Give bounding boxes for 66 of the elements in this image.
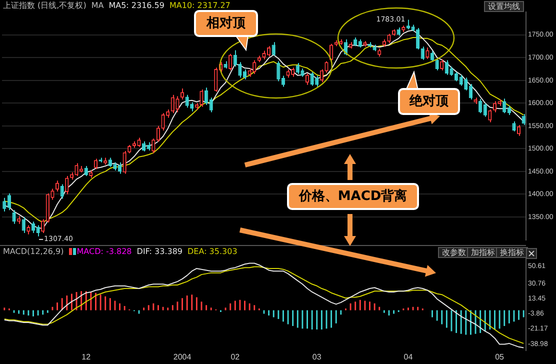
candlestick: [507, 105, 511, 116]
x-tick-label: 12: [82, 352, 92, 362]
candlestick: [478, 98, 482, 114]
chart-title: 上证指数 (日线,不复权): [3, 1, 86, 10]
x-tick-label: 05: [495, 352, 505, 362]
text: DIF: 33.389: [136, 247, 183, 256]
text: MA5: 2316.59: [108, 1, 164, 10]
candlestick: [228, 53, 232, 71]
candlestick: [65, 176, 69, 195]
candlestick: [60, 184, 64, 200]
candlestick: [185, 94, 189, 108]
text: 改参数: [438, 247, 470, 258]
candlestick: [492, 100, 497, 113]
candlestick: [512, 120, 516, 132]
candlestick: [233, 50, 237, 68]
chart-title: MACD(12,26,9): [3, 247, 64, 256]
candlestick: [180, 88, 184, 100]
text: 换指标: [496, 247, 528, 258]
candlestick: [176, 96, 180, 113]
candlestick: [488, 109, 492, 123]
candlestick: [22, 216, 26, 234]
candlestick: [416, 27, 420, 50]
candlestick: [108, 157, 112, 168]
candlestick: [320, 68, 324, 83]
legend-label: MACD: -3.828: [76, 247, 132, 256]
candlestick: [483, 102, 487, 118]
candlestick: [454, 72, 458, 82]
candlestick: [406, 19, 410, 30]
candlestick: [430, 50, 434, 62]
legend-title: MA: [91, 1, 104, 10]
text: 加指标: [467, 247, 499, 258]
annotation: 相对顶: [194, 10, 258, 37]
candlestick: [291, 67, 295, 78]
candlestick: [252, 60, 256, 74]
text: 设置均线: [484, 1, 524, 12]
candlestick: [12, 210, 16, 224]
candlestick: [142, 140, 146, 152]
candlestick: [190, 102, 194, 112]
candlestick: [324, 60, 328, 74]
candlestick: [170, 94, 174, 114]
annotation: 价格、MACD背离: [287, 183, 419, 210]
candlestick: [435, 58, 439, 71]
candlestick: [315, 75, 319, 88]
x-tick-label: 2004: [173, 352, 192, 362]
candlestick: [26, 224, 30, 235]
annotation: 绝对顶: [398, 88, 460, 115]
x-tick-label: 02: [230, 352, 240, 362]
candlestick: [267, 46, 271, 58]
candlestick: [118, 162, 122, 174]
candlestick: [50, 188, 54, 200]
x-tick-label: 03: [312, 352, 322, 362]
candlestick: [272, 42, 276, 56]
candlestick: [420, 46, 424, 60]
candlestick: [426, 47, 430, 60]
candlestick: [440, 58, 444, 71]
candlestick: [7, 192, 12, 211]
x-tick-label: 04: [404, 352, 414, 362]
candlestick: [444, 60, 448, 76]
candlestick: [468, 83, 473, 100]
text: MA10: 2317.27: [170, 1, 230, 10]
candlestick: [310, 72, 314, 86]
candlestick: [122, 150, 126, 174]
candlestick: [330, 43, 334, 62]
series-label: DEA: 35.303: [188, 247, 238, 256]
candlestick: [94, 158, 98, 170]
candlestick: [387, 33, 391, 44]
